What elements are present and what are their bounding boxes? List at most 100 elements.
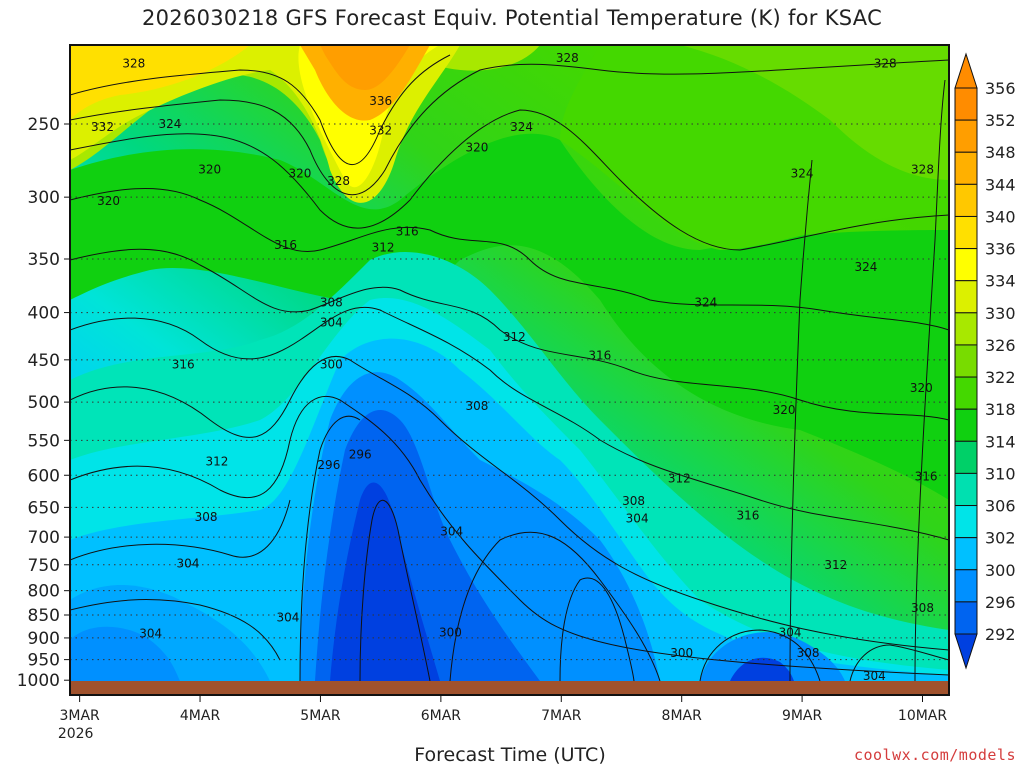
contour-label: 304 (320, 315, 343, 329)
y-tick-label: 700 (28, 528, 60, 548)
plot-frame (69, 44, 950, 696)
contour-label: 320 (97, 194, 120, 208)
contour-label: 328 (327, 174, 350, 188)
contour-label: 316 (588, 348, 611, 362)
colorbar-tick-label: 348 (985, 143, 1016, 162)
contour-label: 316 (274, 238, 297, 252)
y-tick-label: 450 (28, 351, 60, 371)
contour-label: 332 (369, 123, 392, 137)
contour-label: 304 (139, 626, 162, 640)
credit-link[interactable]: coolwx.com/models (853, 746, 1016, 764)
colorbar-tick-label: 302 (985, 529, 1016, 548)
colorbar-cell (954, 312, 978, 346)
contour-label: 320 (466, 140, 489, 154)
pressure-gridlines (70, 123, 949, 661)
contour-label: 304 (626, 511, 649, 525)
contour-label: 312 (668, 472, 691, 486)
contour-label: 304 (276, 610, 299, 624)
x-tick-year: 2026 (58, 726, 94, 742)
colorbar-cell (954, 280, 978, 314)
colorbar-cell (954, 569, 978, 603)
contour-label: 328 (874, 56, 897, 70)
colorbar-cell (954, 248, 978, 282)
y-tick-label: 400 (28, 304, 60, 324)
x-tick-label: 10MAR (898, 708, 947, 724)
x-tick-label: 8MAR (662, 708, 703, 724)
colorbar-cell (954, 215, 978, 250)
contour-label: 304 (440, 524, 463, 538)
y-tick-label: 550 (28, 431, 60, 451)
contour-label: 308 (195, 510, 218, 524)
colorbar-cell (954, 440, 978, 474)
y-tick-label: 300 (28, 188, 60, 208)
colorbar: 356 352 348 344 340 336 334 330 326 322 318 314 310 3… (954, 52, 1016, 670)
contour-label: 308 (466, 399, 489, 413)
colorbar-tick-label: 326 (985, 336, 1016, 355)
colorbar-cell (954, 87, 978, 121)
contour-label: 308 (622, 494, 645, 508)
colorbar-cell (954, 505, 978, 539)
x-tick-label: 9MAR (782, 708, 823, 724)
contour-label: 320 (910, 381, 933, 395)
contour-label: 320 (773, 403, 796, 417)
colorbar-bottom-arrow (954, 633, 978, 670)
contour-label: 312 (205, 455, 228, 469)
contour-label: 312 (503, 330, 526, 344)
x-tick-label: 3MAR (59, 708, 100, 724)
colorbar-tick-label: 300 (985, 561, 1016, 580)
contour-label: 320 (198, 162, 221, 176)
contour-label: 324 (694, 295, 717, 309)
colorbar-tick-label: 356 (985, 79, 1016, 98)
theta-e-field (70, 45, 949, 681)
y-tick-label: 950 (28, 651, 60, 671)
colorbar-tick-label: 344 (985, 175, 1016, 194)
y-tick-label: 650 (28, 498, 60, 518)
contour-label: 300 (670, 646, 693, 660)
y-tick-label: 350 (28, 250, 60, 270)
contour-lines (70, 54, 949, 681)
y-tick-label: 850 (28, 606, 60, 626)
y-tick-label: 500 (28, 393, 60, 413)
contour-label: 324 (854, 260, 877, 274)
x-tick-label: 6MAR (421, 708, 462, 724)
contour-label: 316 (396, 225, 419, 239)
contour-label: 324 (510, 120, 533, 134)
y-tick-label: 800 (28, 582, 60, 602)
colorbar-cell (954, 344, 978, 378)
contour-label: 296 (317, 458, 340, 472)
colorbar-cell (954, 537, 978, 571)
contour-label: 324 (158, 117, 181, 131)
colorbar-tick-label: 352 (985, 111, 1016, 130)
ground-strip (70, 681, 949, 695)
contour-label: 312 (372, 240, 395, 254)
colorbar-cell (954, 151, 978, 185)
contour-label: 332 (91, 120, 114, 134)
contour-label: 316 (915, 470, 938, 484)
contour-label: 320 (289, 167, 312, 181)
colorbar-cell (954, 601, 978, 635)
colorbar-tick-label: 310 (985, 464, 1016, 483)
colorbar-cell (954, 119, 978, 153)
x-axis-label: Forecast Time (UTC) (414, 744, 606, 766)
colorbar-tick-label: 318 (985, 400, 1016, 419)
contour-label: 304 (177, 557, 200, 571)
contour-label: 304 (863, 669, 886, 683)
x-tick-label: 7MAR (541, 708, 582, 724)
colorbar-cell (954, 408, 978, 442)
colorbar-tick-label: 306 (985, 497, 1016, 516)
colorbar-tick-label: 292 (985, 625, 1016, 644)
ground-fill (70, 681, 949, 695)
contour-label: 308 (320, 295, 343, 309)
y-tick-label: 750 (28, 556, 60, 576)
contour-label: 316 (736, 508, 759, 522)
colorbar-cell (954, 472, 978, 507)
contour-label: 316 (172, 357, 195, 371)
contour-label: 300 (320, 357, 343, 371)
y-tick-label: 250 (28, 115, 60, 135)
contour-label: 324 (791, 167, 814, 181)
contour-label: 328 (122, 56, 145, 70)
x-axis: 3MAR 2026 4MAR 5MAR 6MAR 7MAR 8MAR 9MAR 10MAR (58, 695, 947, 742)
contour-label: 328 (911, 162, 934, 176)
